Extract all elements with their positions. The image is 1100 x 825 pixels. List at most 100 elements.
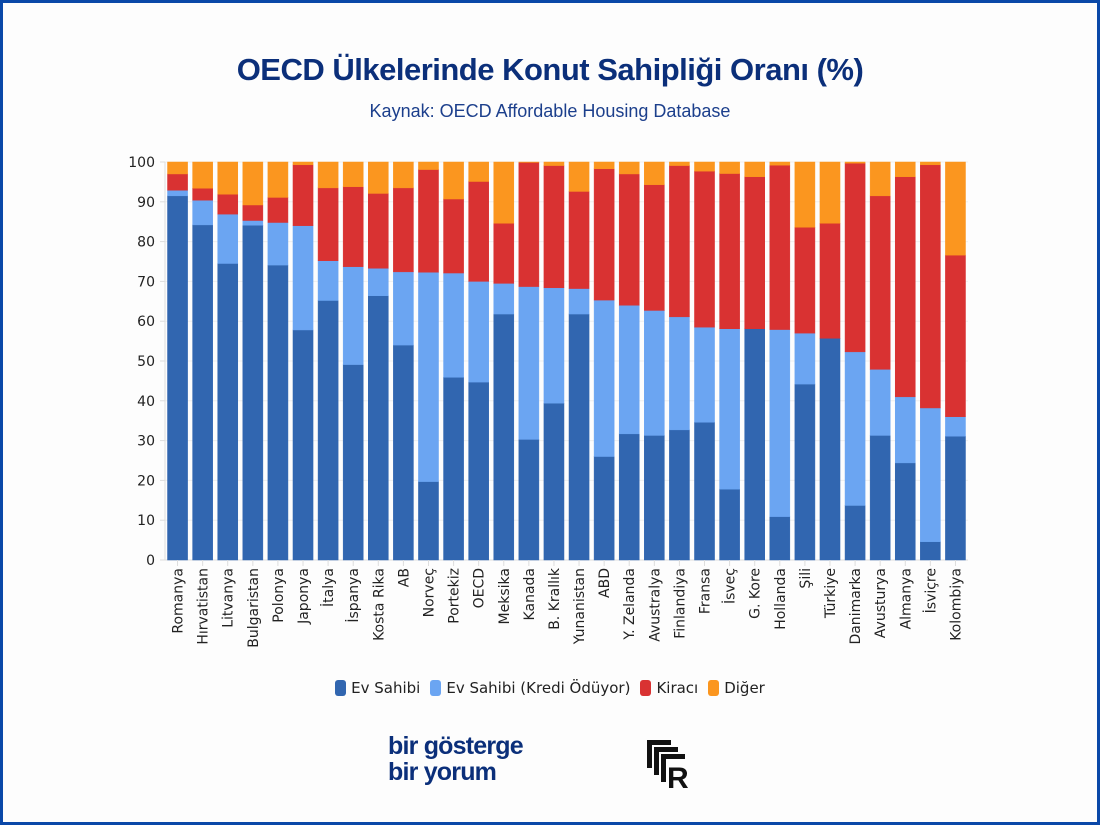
legend-swatch-ev-sahibi xyxy=(335,680,347,696)
bar-segment xyxy=(317,161,339,189)
bar-segment xyxy=(292,164,314,226)
bar-segment xyxy=(493,223,515,284)
legend-label: Ev Sahibi (Kredi Ödüyor) xyxy=(446,679,631,697)
bar-segment xyxy=(945,416,966,437)
x-tick-label: Bulgaristan xyxy=(246,568,262,648)
bar-segment xyxy=(368,295,389,561)
bar-segment xyxy=(869,435,891,561)
x-tick-label: Kolombiya xyxy=(948,568,964,641)
logo-letter: R xyxy=(667,762,689,790)
bar-segment xyxy=(167,161,188,175)
bar-segment xyxy=(945,435,966,561)
bar-segment xyxy=(443,377,464,561)
bar-segment xyxy=(468,181,489,282)
bar-segment xyxy=(192,161,213,189)
y-tick-label: 60 xyxy=(137,314,155,330)
y-tick-label: 20 xyxy=(137,473,155,489)
bar-segment xyxy=(267,161,289,198)
x-tick-label: Kanada xyxy=(522,568,538,620)
bar-segment xyxy=(317,187,339,261)
bar-segment xyxy=(393,271,414,346)
x-tick-label: Meksika xyxy=(497,568,513,624)
x-tick-label: G. Kore xyxy=(748,568,764,619)
y-tick-label: 90 xyxy=(137,195,155,211)
bar-segment xyxy=(618,161,640,175)
x-tick-label: Yunanistan xyxy=(572,568,588,645)
brand-logo-text: bir gösterge bir yorum xyxy=(388,732,524,786)
bar-segment xyxy=(543,287,565,404)
bar-segment xyxy=(443,272,464,378)
bar-segment xyxy=(418,169,439,273)
bar-segment xyxy=(669,165,690,318)
x-tick-label: Fransa xyxy=(698,568,714,614)
bar-segment xyxy=(418,161,439,170)
y-tick-label: 50 xyxy=(137,354,155,370)
bar-segment xyxy=(568,313,590,561)
x-tick-label: Romanya xyxy=(171,568,187,634)
bar-segment xyxy=(794,383,816,561)
bar-segment xyxy=(342,364,364,561)
bar-segment xyxy=(694,422,715,561)
bar-segment xyxy=(518,286,540,440)
x-tick-label: Danimarka xyxy=(848,568,864,645)
bar-segment xyxy=(894,462,916,561)
x-tick-label: AB xyxy=(396,568,412,587)
bar-segment xyxy=(844,351,866,506)
bar-segment xyxy=(368,268,389,296)
bar-segment xyxy=(593,456,615,561)
bar-segment xyxy=(393,344,414,561)
bar-segment xyxy=(920,164,941,409)
bar-segment xyxy=(618,305,640,435)
bar-segment xyxy=(694,326,715,423)
x-tick-label: Hırvatistan xyxy=(196,568,212,645)
bar-segment xyxy=(217,193,239,215)
bar-segment xyxy=(869,369,891,436)
x-tick-label: Finlandiya xyxy=(672,568,688,639)
bar-segment xyxy=(267,264,289,561)
bar-segment xyxy=(744,161,765,177)
bar-segment xyxy=(518,162,540,287)
bar-segment xyxy=(644,184,665,311)
y-tick-label: 10 xyxy=(137,513,155,529)
x-tick-label: Litvanya xyxy=(221,568,237,628)
r-logo-icon: R xyxy=(647,740,689,790)
bar-segment xyxy=(894,176,916,398)
bar-segment xyxy=(644,310,665,436)
y-tick-label: 80 xyxy=(137,235,155,251)
bar-segment xyxy=(267,222,289,266)
x-tick-label: Kosta Rika xyxy=(371,568,387,641)
legend-item-ev-sahibi: Ev Sahibi xyxy=(335,679,420,697)
legend-item-kredi: Ev Sahibi (Kredi Ödüyor) xyxy=(430,679,630,697)
bar-segment xyxy=(568,288,590,315)
bar-segment xyxy=(518,439,540,561)
stacked-bar-chart: 0 10 20 30 40 50 60 70 80 90 100 Romanya Hırvatistan… xyxy=(128,155,968,648)
x-tick-label: İsveç xyxy=(721,568,739,604)
x-tick-label: Norveç xyxy=(421,568,437,617)
bar-segment xyxy=(869,161,891,197)
bar-segment xyxy=(468,281,489,383)
bar-segment xyxy=(443,161,464,200)
bar-segment xyxy=(192,199,213,226)
bar-segment xyxy=(769,161,791,166)
bar-segment xyxy=(267,197,289,223)
legend-label: Kiracı xyxy=(656,679,699,697)
chart-title: OECD Ülkelerinde Konut Sahipliği Oranı (… xyxy=(236,52,864,87)
bar-segment xyxy=(669,161,690,166)
bar-segment xyxy=(217,263,239,561)
legend-label: Diğer xyxy=(724,679,765,697)
x-tick-label: Portekiz xyxy=(447,568,463,624)
bar-segment xyxy=(242,225,264,561)
brand-line-2: bir yorum xyxy=(388,758,497,786)
bar-segment xyxy=(217,213,239,264)
bar-segment xyxy=(819,338,841,561)
brand-line-1: bir gösterge xyxy=(388,732,524,760)
bar-segment xyxy=(593,168,615,301)
x-tick-label: Japonya xyxy=(296,568,312,625)
y-tick-label: 30 xyxy=(137,434,155,450)
bar-segment xyxy=(819,161,841,224)
bar-segment xyxy=(920,161,941,166)
bar-segment xyxy=(719,328,740,490)
bar-segment xyxy=(894,396,916,464)
y-tick-label: 70 xyxy=(137,274,155,290)
bar-segment xyxy=(794,332,816,385)
